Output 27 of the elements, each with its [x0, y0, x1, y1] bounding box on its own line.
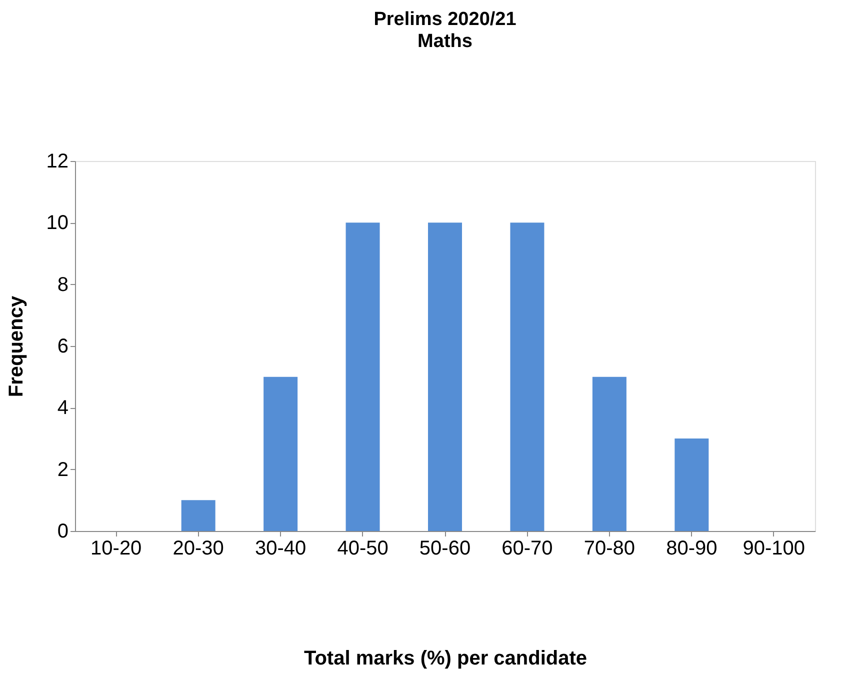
chart-subtitle: Maths [418, 31, 472, 52]
x-tick-label: 90-100 [742, 538, 806, 560]
bar [674, 438, 709, 531]
x-tick-label: 50-60 [419, 538, 471, 560]
y-tick-label: 2 [57, 458, 68, 481]
y-axis-title: Frequency [5, 295, 28, 398]
y-tick-label: 4 [57, 397, 68, 420]
x-tick-label: 80-90 [666, 538, 718, 560]
bar [181, 500, 216, 531]
x-tick-label: 10-20 [90, 538, 142, 560]
bar [510, 222, 544, 531]
y-tick-label: 6 [57, 336, 68, 358]
y-tick-label: 12 [46, 150, 68, 172]
x-tick-label: 30-40 [254, 538, 306, 560]
bar [264, 376, 298, 531]
bar [346, 222, 380, 531]
x-axis-title: Total marks (%) per candidate [304, 648, 588, 670]
bar [428, 222, 462, 531]
y-tick-label: 8 [57, 274, 68, 296]
x-tick-label: 70-80 [584, 538, 636, 560]
chart-title: Prelims 2020/21 [374, 9, 517, 30]
y-tick-label: 10 [46, 212, 68, 234]
bar [592, 376, 626, 531]
y-tick-label: 0 [57, 520, 68, 542]
x-tick-label: 20-30 [172, 538, 224, 560]
x-tick-label: 40-50 [337, 538, 388, 560]
x-tick-label: 60-70 [502, 538, 553, 560]
